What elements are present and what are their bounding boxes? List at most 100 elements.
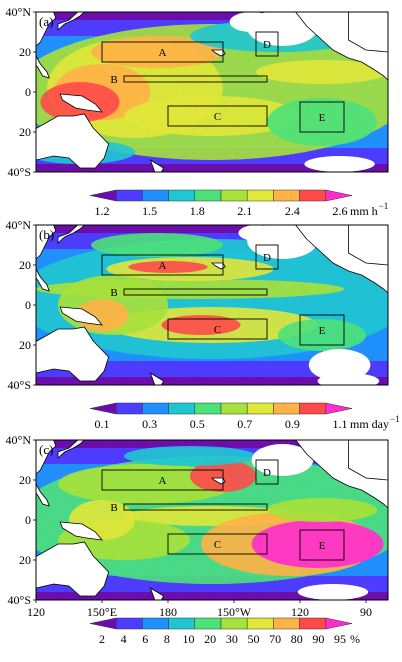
- region-box-A: [101, 254, 224, 276]
- missing-data: [229, 12, 274, 32]
- region-label-C: C: [214, 324, 221, 336]
- x-tick-label: 90: [360, 605, 372, 619]
- region-box-C: [167, 105, 268, 127]
- colorbar-tick-label: 2.1: [237, 204, 252, 218]
- region-label-A: A: [159, 475, 167, 487]
- land-americas: [295, 440, 388, 600]
- land-australia: [36, 326, 110, 382]
- land-mexgulf: [347, 225, 388, 266]
- precip-field: [36, 225, 388, 385]
- colorbar-tick-label: 1.8: [190, 204, 205, 218]
- land-nzealand: [149, 372, 165, 385]
- missing-data: [317, 373, 380, 385]
- x-tick-label: 150°E: [87, 605, 117, 619]
- land-australia: [36, 541, 110, 597]
- y-tick-label: 20: [19, 258, 31, 272]
- colorbar-tick-label: 6: [142, 632, 148, 646]
- x-tick-label: 120: [27, 605, 45, 619]
- colorbar-unit: mm day: [350, 417, 389, 431]
- colorbar-segment: [246, 617, 274, 630]
- colorbar-segment: [168, 189, 196, 202]
- region-box-C: [167, 318, 268, 340]
- colorbar-tick-label: 8: [164, 632, 170, 646]
- land-mexgulf: [347, 440, 388, 481]
- land-philippines: [36, 55, 50, 79]
- region-label-B: B: [110, 287, 117, 299]
- land-nguinea: [59, 93, 103, 113]
- land-nguinea: [59, 521, 103, 541]
- colorbar-segment: [220, 617, 248, 630]
- region-label-D: D: [263, 467, 271, 479]
- y-tick-label: 40°S: [8, 165, 31, 179]
- colorbar-unit-exponent: −1: [379, 201, 389, 211]
- colorbar-segment: [246, 402, 274, 415]
- colorbar-tick-label: 80: [291, 632, 303, 646]
- region-label-A: A: [159, 47, 167, 59]
- land-australia: [36, 113, 110, 169]
- region-label-B: B: [110, 74, 117, 86]
- colorbar-tick-label: 2.6: [333, 204, 348, 218]
- region-box-D: [255, 459, 279, 485]
- region-box-B: [123, 503, 268, 511]
- region-label-D: D: [263, 39, 271, 51]
- missing-data: [304, 156, 375, 172]
- region-box-E: [299, 314, 345, 346]
- land-japan: [57, 225, 85, 244]
- colorbar-tick-label: 95: [334, 632, 346, 646]
- land-philippines: [36, 483, 50, 507]
- colorbar-tick-label: 0.9: [285, 417, 300, 431]
- colorbar-segment: [89, 617, 117, 630]
- colorbar-tick-label: 0.7: [237, 417, 252, 431]
- y-tick-label: 20: [19, 125, 31, 139]
- x-tick-label: 150°W: [217, 605, 252, 619]
- colorbar-tick-label: 10: [183, 632, 195, 646]
- colorbar: 0.1 0.3 0.5 0.7 0.9 1.1 mm day −1: [89, 402, 400, 431]
- colorbar-segment: [168, 617, 196, 630]
- land-americas: [295, 225, 388, 385]
- x-axis: 120 150°E 180 150°W 120 90: [27, 600, 372, 619]
- region-box-A: [101, 469, 224, 491]
- colorbar-tick-label: 1.5: [142, 204, 157, 218]
- colorbar-tick-label: 70: [269, 632, 281, 646]
- region-box-A: [101, 41, 224, 63]
- y-tick-label: 40°N: [6, 5, 32, 19]
- colorbar-segment: [142, 402, 169, 415]
- colorbar-tick-label: 1.1: [333, 417, 348, 431]
- colorbar-tick-label: 0.3: [142, 417, 157, 431]
- y-tick-label: 20: [19, 473, 31, 487]
- colorbar-segment: [115, 617, 143, 630]
- region-label-E: E: [319, 325, 326, 337]
- colorbar-tick-label: 0.5: [190, 417, 205, 431]
- land-asia: [36, 440, 57, 475]
- colorbar-segment: [246, 189, 274, 202]
- precip-field: [36, 12, 388, 172]
- region-box-C: [167, 533, 268, 555]
- region-box-D: [255, 31, 279, 57]
- panel-c: A B C D E (c) 40°N 20 0 20 40°S 2 4 6 8 10 20 30 50 70 80 90 9…: [6, 433, 389, 646]
- panel-b: A B C D E (b) 40°N 20 0 20 40°S 0.1 0.3 0.5 0.7 0.9 1.1 m…: [6, 218, 400, 431]
- colorbar-segment: [194, 402, 222, 415]
- land-asia: [36, 12, 57, 47]
- colorbar-unit: %: [350, 632, 360, 646]
- land-nzealand: [149, 587, 165, 600]
- region-box-D: [255, 244, 279, 270]
- colorbar-tick-label: 50: [247, 632, 259, 646]
- y-tick-label: 40°S: [8, 378, 31, 392]
- colorbar-segment: [299, 402, 327, 415]
- colorbar-tick-label: 2.4: [285, 204, 300, 218]
- land-nguinea: [59, 306, 103, 326]
- panel-label: (c): [39, 442, 53, 457]
- region-label-E: E: [319, 540, 326, 552]
- y-tick-label: 40°S: [8, 593, 31, 607]
- precip-field: [36, 440, 388, 600]
- region-box-E: [299, 101, 345, 133]
- region-box-B: [123, 75, 268, 83]
- land-japan: [57, 12, 85, 31]
- region-box-B: [123, 288, 268, 296]
- colorbar-segment: [325, 402, 353, 415]
- colorbar-tick-label: 1.2: [95, 204, 110, 218]
- colorbar: 2 4 6 8 10 20 30 50 70 80 90 95%: [89, 617, 360, 646]
- colorbar-tick-label: 90: [312, 632, 324, 646]
- region-label-E: E: [319, 112, 326, 124]
